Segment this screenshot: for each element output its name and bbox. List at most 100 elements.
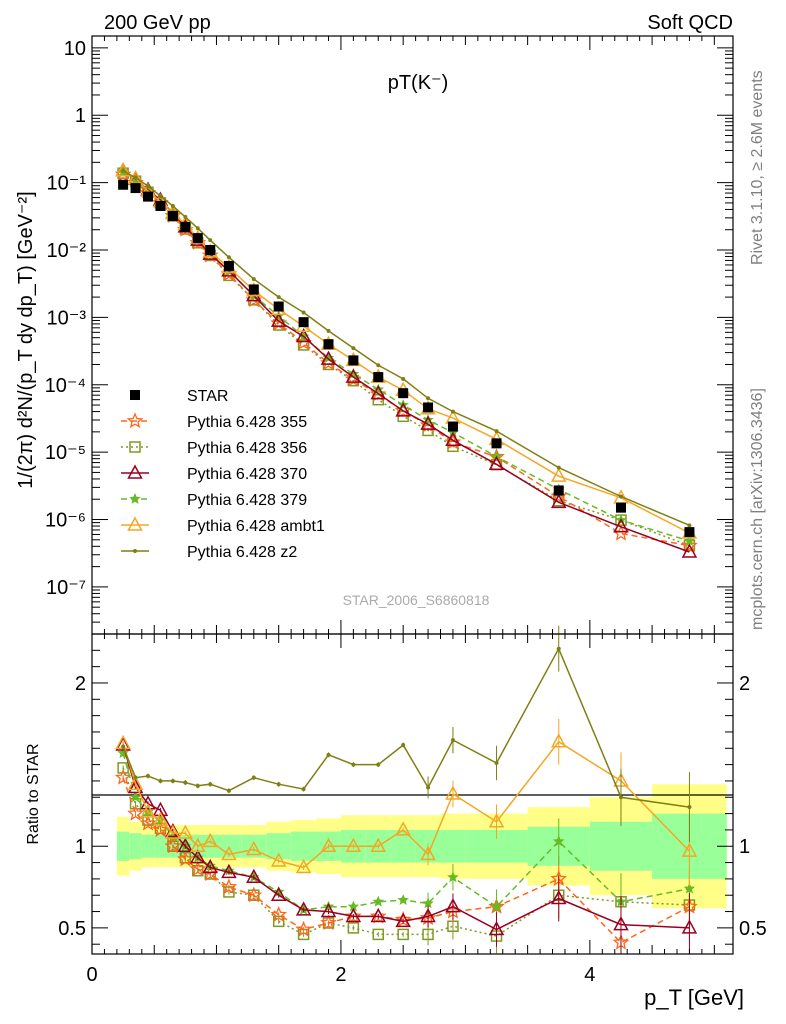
ratio-point-p379 <box>347 900 360 912</box>
main-series-line-p356 <box>122 172 690 547</box>
legend: STAR Pythia 6.428 355 Pythia 6.428 356 Pyth… <box>121 388 325 561</box>
ratio-y-tick-label-right: 2 <box>739 673 750 695</box>
main-point-z2 <box>556 465 561 470</box>
ratio-point-z2 <box>276 782 281 787</box>
ratio-point-ambt1 <box>488 813 505 828</box>
ratio-point-p356 <box>192 864 204 877</box>
ratio-band-inner <box>291 831 317 861</box>
ratio-y-tick-label-right: 1 <box>739 836 750 858</box>
main-point-z2 <box>195 226 200 231</box>
rivet-label: Rivet 3.1.10, ≥ 2.6M events <box>749 70 766 265</box>
legend-label-p370: Pythia 6.428 370 <box>187 466 307 483</box>
ratio-point-p356 <box>397 928 409 941</box>
ratio-point-ambt1 <box>681 842 698 857</box>
ratio-point-ambt1 <box>190 837 206 852</box>
ratio-point-z2 <box>183 780 188 785</box>
ratio-point-p370 <box>320 902 337 918</box>
ratio-series-layer <box>114 625 698 954</box>
ratio-point-z2 <box>687 805 692 810</box>
main-point-z2 <box>618 494 623 499</box>
ratio-point-p356 <box>117 762 129 774</box>
ratio-x-tick-label: 4 <box>584 964 595 986</box>
ratio-point-p355 <box>220 878 238 895</box>
ratio-point-p379 <box>397 894 409 905</box>
ratio-point-p370 <box>295 901 312 916</box>
ratio-x-tick-label: 0 <box>86 964 97 986</box>
ratio-point-ambt1 <box>370 837 387 852</box>
ratio-point-ambt1 <box>295 858 312 874</box>
ratio-point-z2 <box>376 762 381 767</box>
main-y-tick-label: 10⁻⁵ <box>45 442 86 464</box>
main-point-z2 <box>301 310 306 315</box>
main-point-STAR <box>155 200 166 211</box>
main-point-p356 <box>422 424 434 437</box>
main-point-STAR <box>323 339 334 350</box>
main-point-p355 <box>681 536 698 553</box>
ratio-point-p379 <box>683 882 696 894</box>
watermark: STAR_2006_S6860818 <box>343 592 490 608</box>
legend-label-p356: Pythia 6.428 356 <box>187 440 307 457</box>
ratio-point-p379 <box>372 895 384 907</box>
legend-label-STAR: STAR <box>187 388 228 405</box>
main-point-z2 <box>276 295 281 300</box>
ratio-point-z2 <box>351 762 356 767</box>
main-y-tick-label: 10⁻¹ <box>47 173 87 195</box>
main-point-z2 <box>326 328 331 333</box>
main-point-STAR <box>348 355 359 366</box>
ratio-point-p379 <box>447 871 459 883</box>
main-point-z2 <box>146 184 151 189</box>
main-point-z2 <box>208 238 213 243</box>
main-point-STAR <box>423 402 434 413</box>
ratio-point-p379 <box>422 897 434 909</box>
main-panel: 10⁻⁷ 10⁻⁶ 10⁻⁵ 10⁻⁴ 10⁻³ 10⁻² 10⁻¹ 1 10 pT(K⁻) S… <box>15 35 734 635</box>
ratio-point-p370 <box>140 795 156 810</box>
main-series-line-p355 <box>122 173 690 547</box>
ratio-point-p356 <box>372 928 385 941</box>
main-point-p370 <box>246 287 262 302</box>
main-y-tick-label: 10⁻² <box>47 240 87 262</box>
main-y-tick-label: 1 <box>75 105 86 127</box>
main-point-STAR <box>553 485 564 496</box>
main-y-tick-label: 10⁻³ <box>47 307 87 329</box>
main-point-z2 <box>401 376 406 381</box>
plot-title: pT(K⁻) <box>388 72 449 94</box>
ratio-point-ambt1 <box>152 811 169 826</box>
ratio-point-p370 <box>246 868 262 884</box>
ratio-series-line-p355 <box>122 777 690 944</box>
ratio-x-tick-label: 2 <box>335 964 346 986</box>
ratio-y-tick-label: 2 <box>75 673 86 695</box>
main-point-z2 <box>687 523 692 528</box>
ratio-point-p370 <box>681 919 698 934</box>
ratio-panel: 0 2 4 0.5 0.5 1 1 2 2 Ratio to STAR p_T [GeV] <box>25 625 767 1010</box>
main-y-tick-label: 10⁻⁴ <box>45 375 86 397</box>
legend-label-ambt1: Pythia 6.428 ambt1 <box>187 518 325 535</box>
ratio-point-ambt1 <box>127 775 144 790</box>
main-point-STAR <box>167 210 178 221</box>
ratio-point-ambt1 <box>320 837 337 852</box>
ratio-point-p370 <box>370 907 387 923</box>
main-point-p356 <box>297 339 310 351</box>
ratio-point-ambt1 <box>420 845 436 861</box>
main-point-z2 <box>376 363 381 368</box>
legend-marker-p370 <box>127 464 143 479</box>
ratio-point-p379 <box>490 900 503 912</box>
ratio-point-p370 <box>420 907 436 923</box>
ratio-point-p370 <box>152 801 169 817</box>
ratio-point-z2 <box>618 795 623 800</box>
main-point-p370 <box>613 518 629 533</box>
ratio-point-p355 <box>270 906 288 922</box>
main-point-STAR <box>298 317 309 328</box>
ratio-point-z2 <box>401 743 406 748</box>
ratio-point-z2 <box>208 782 213 787</box>
ratio-frame <box>91 633 734 955</box>
ratio-point-p370 <box>345 907 362 923</box>
legend-label-p355: Pythia 6.428 355 <box>187 414 307 431</box>
ratio-point-ambt1 <box>165 824 181 839</box>
ratio-point-z2 <box>146 774 151 779</box>
ratio-band-inner <box>440 829 466 863</box>
main-point-z2 <box>450 409 455 414</box>
ratio-point-p355 <box>114 769 132 785</box>
ratio-point-p355 <box>245 886 263 903</box>
main-point-z2 <box>251 277 256 282</box>
main-point-z2 <box>494 429 499 434</box>
